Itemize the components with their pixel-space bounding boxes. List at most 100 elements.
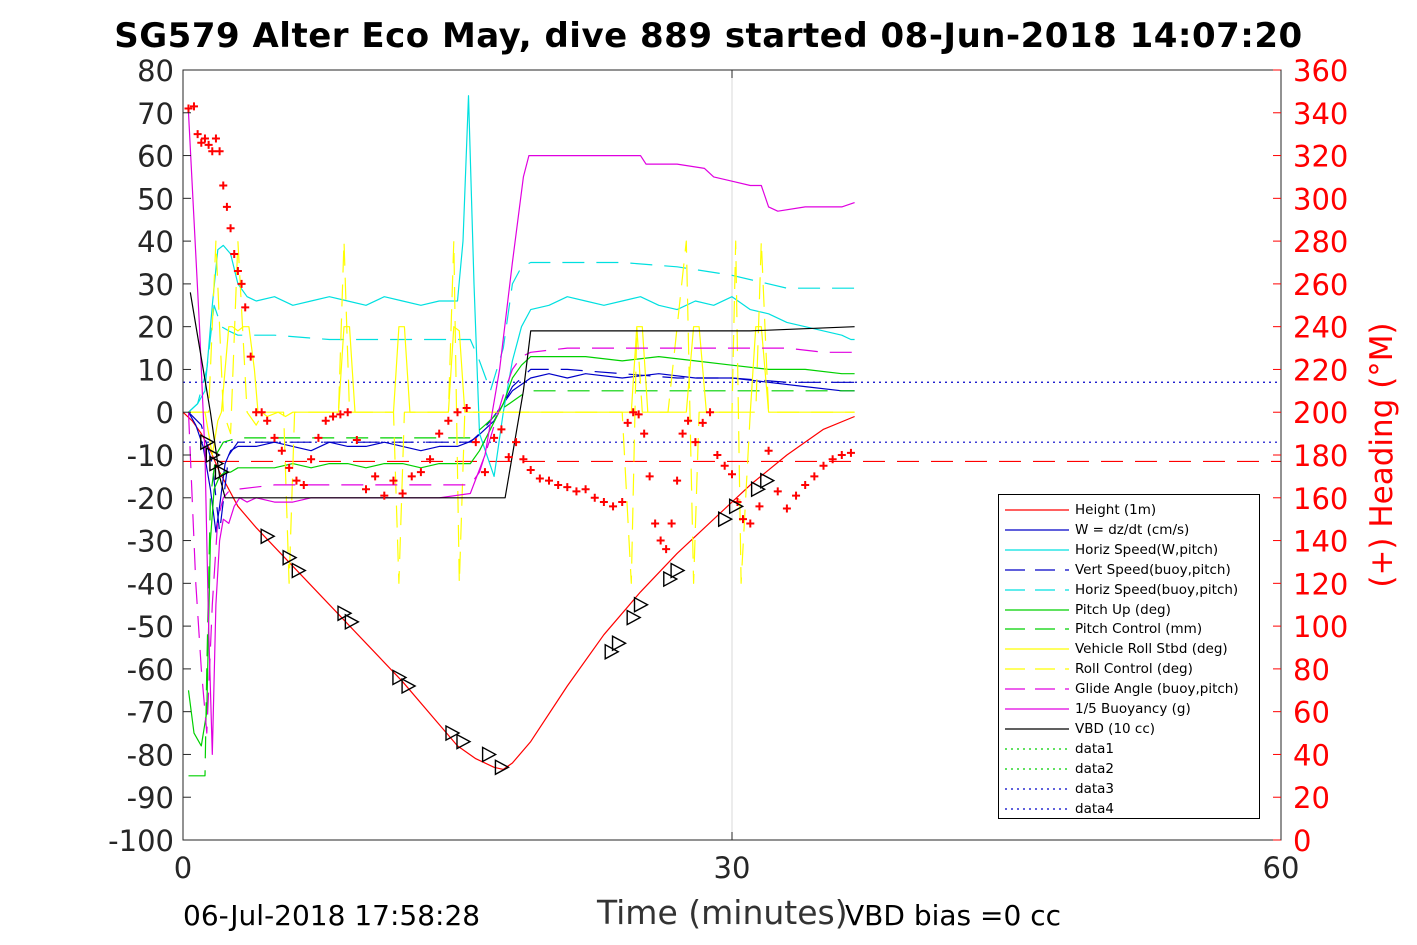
depth-marker: [633, 596, 649, 613]
heading-point: [257, 408, 266, 417]
depth-marker: [611, 635, 628, 652]
depth-marker: [260, 528, 276, 545]
heading-point: [307, 455, 316, 464]
depth-marker: [337, 605, 353, 622]
heading-point: [189, 102, 198, 111]
series-line-horiz-speed-buoy-pitch: [188, 261, 855, 413]
heading-point: [545, 476, 553, 485]
legend-item-pitch-control-mm: Pitch Control (mm): [1005, 619, 1202, 639]
depth-marker: [663, 570, 679, 588]
y-left-tick-label: 80: [137, 54, 174, 88]
legend-label: VBD (10 cc): [1075, 720, 1156, 737]
depth-marker: [626, 609, 642, 626]
legend-item-vehicle-roll-stbd-deg: Vehicle Roll Stbd (deg): [1005, 639, 1228, 659]
heading-point: [462, 403, 471, 412]
heading-point: [706, 408, 715, 417]
heading-point: [270, 433, 279, 442]
y-right-tick-label: 40: [1293, 738, 1330, 772]
legend-item-pitch-up-deg: Pitch Up (deg): [1005, 600, 1171, 620]
y-left-tick-label: -100: [108, 824, 174, 858]
y-right-tick-label: 120: [1293, 567, 1348, 601]
heading-point: [398, 489, 407, 498]
heading-point: [362, 485, 370, 494]
legend-label: Roll Control (deg): [1075, 661, 1193, 678]
heading-point: [634, 410, 643, 419]
heading-point: [453, 408, 462, 417]
heading-point: [471, 438, 480, 447]
legend-swatch: [1005, 807, 1069, 810]
heading-point: [810, 472, 819, 481]
series-line-vert-speed-buoy-pitch: [188, 368, 855, 533]
heading-point: [184, 104, 193, 113]
heading-point: [480, 468, 489, 477]
heading-point: [230, 249, 239, 258]
heading-point: [200, 134, 209, 143]
y-left-tick-label: 20: [137, 311, 174, 345]
depth-marker: [401, 677, 417, 695]
legend-label: Horiz Speed(W,pitch): [1075, 541, 1219, 558]
y-right-tick-label: 0: [1293, 824, 1311, 858]
heading-point: [623, 418, 632, 427]
depth-marker: [445, 724, 461, 742]
legend-item-data2: data2: [1005, 759, 1114, 779]
legend-label: Pitch Control (mm): [1075, 621, 1203, 638]
legend-label: Vert Speed(buoy,pitch): [1075, 561, 1231, 578]
heading-point: [336, 410, 345, 419]
depth-marker: [494, 759, 510, 776]
legend-label: Pitch Up (deg): [1075, 601, 1171, 618]
heading-point: [667, 519, 676, 528]
heading-point: [435, 429, 444, 438]
heading-point: [728, 470, 736, 479]
legend-item-vbd-10-cc: VBD (10 cc): [1005, 719, 1155, 739]
legend-label: Vehicle Roll Stbd (deg): [1075, 641, 1228, 658]
y-right-tick-label: 100: [1293, 610, 1348, 644]
heading-point: [572, 487, 581, 496]
heading-point: [204, 140, 213, 149]
y-left-tick-label: -90: [127, 781, 174, 815]
legend-label: data1: [1075, 740, 1114, 757]
y-right-axis-label: (+) Heading (°M): [1364, 322, 1400, 587]
heading-point: [819, 461, 828, 470]
heading-point: [215, 147, 224, 156]
heading-point: [211, 134, 220, 143]
depth-marker: [670, 562, 686, 579]
depth-marker: [282, 549, 298, 566]
heading-point: [629, 408, 638, 417]
heading-point: [285, 463, 294, 472]
depth-marker: [604, 643, 620, 660]
legend-swatch: [1005, 608, 1069, 611]
heading-point: [837, 451, 846, 459]
heading-point: [782, 504, 791, 513]
heading-point: [263, 416, 272, 425]
legend-swatch: [1005, 549, 1069, 551]
legend-swatch: [1005, 569, 1069, 571]
legend-swatch: [1005, 588, 1069, 591]
series-line-roll-control-deg: [188, 240, 855, 584]
heading-point: [222, 202, 231, 211]
heading-point: [645, 472, 654, 481]
heading-point: [713, 451, 722, 459]
legend-item-data3: data3: [1005, 779, 1114, 799]
heading-point: [656, 536, 665, 545]
heading-point: [599, 498, 608, 507]
legend-item-height-1m: Height (1m): [1005, 500, 1156, 520]
heading-point: [321, 416, 330, 425]
legend-label: Horiz Speed(buoy,pitch): [1075, 581, 1239, 598]
x-tick-label: 60: [1263, 851, 1300, 885]
heading-point: [208, 147, 217, 156]
heading-point: [609, 502, 618, 511]
heading-point: [526, 465, 535, 474]
vbd-bias-label: VBD bias =0 cc: [845, 899, 1061, 932]
heading-point: [590, 493, 599, 502]
heading-point: [519, 455, 528, 464]
heading-point: [563, 483, 572, 492]
x-tick-label: 30: [714, 851, 751, 885]
heading-point: [277, 446, 286, 455]
heading-point: [640, 429, 649, 438]
legend-label: Glide Angle (buoy,pitch): [1075, 681, 1239, 698]
y-right-tick-label: 200: [1293, 396, 1348, 430]
legend-item-horiz-speed-buoy-pitch: Horiz Speed(buoy,pitch): [1005, 580, 1238, 600]
legend-item-glide-angle-buoy-pitch: Glide Angle (buoy,pitch): [1005, 679, 1239, 699]
y-right-tick-label: 60: [1293, 696, 1330, 730]
y-left-tick-label: 40: [137, 225, 174, 259]
